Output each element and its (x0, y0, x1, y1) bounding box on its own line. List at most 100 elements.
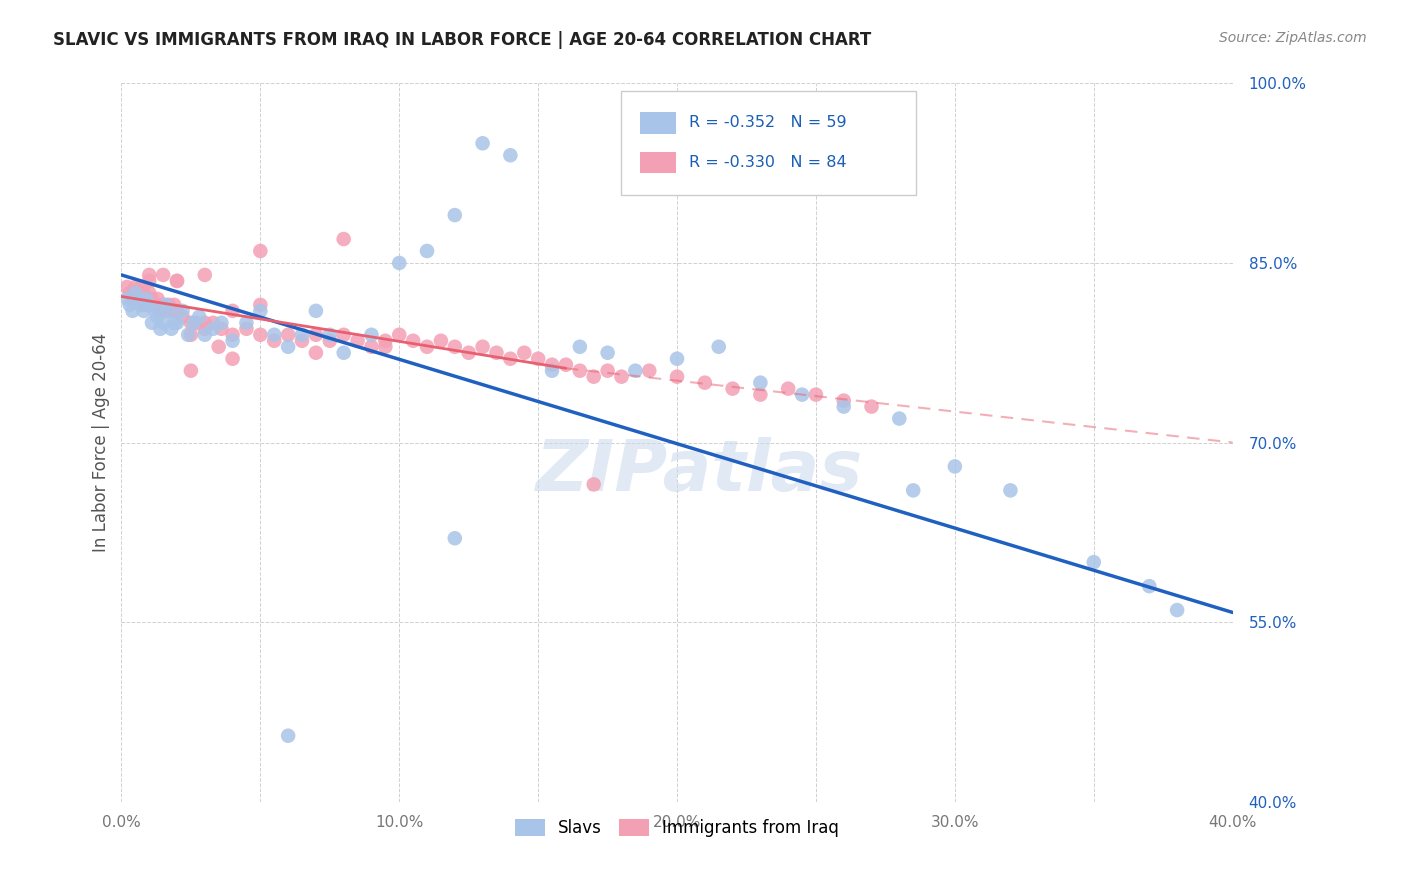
Text: R = -0.352   N = 59: R = -0.352 N = 59 (689, 115, 846, 130)
Point (430, 334, 453, 348)
Point (568, 364, 591, 378)
Point (707, 340, 730, 354)
Point (291, 334, 314, 348)
Point (249, 303, 271, 318)
Point (541, 358, 564, 372)
Point (1000, 483, 1022, 498)
Point (778, 382, 800, 396)
Point (132, 285, 155, 300)
Point (305, 303, 328, 318)
Point (221, 351, 243, 366)
Point (118, 298, 141, 312)
Point (596, 364, 619, 378)
Point (249, 298, 271, 312)
Point (693, 376, 716, 390)
Point (163, 316, 186, 330)
Point (249, 327, 271, 342)
Point (124, 285, 146, 300)
Point (416, 244, 439, 258)
Point (346, 334, 368, 348)
Point (221, 303, 243, 318)
Point (160, 322, 183, 336)
Point (624, 364, 647, 378)
Point (180, 327, 202, 342)
Point (513, 345, 536, 359)
Text: Source: ZipAtlas.com: Source: ZipAtlas.com (1219, 31, 1367, 45)
Point (499, 351, 522, 366)
Point (263, 334, 285, 348)
Point (235, 316, 257, 330)
Point (568, 340, 591, 354)
Point (155, 298, 177, 312)
Point (211, 322, 233, 336)
Point (277, 327, 299, 342)
Point (221, 327, 243, 342)
Point (263, 327, 285, 342)
Point (143, 298, 166, 312)
Point (183, 316, 205, 330)
Point (118, 285, 141, 300)
Point (388, 327, 411, 342)
Point (160, 303, 183, 318)
Point (115, 280, 138, 294)
Point (277, 729, 299, 743)
Point (211, 316, 233, 330)
Point (121, 303, 143, 318)
Point (186, 316, 208, 330)
Point (485, 345, 508, 359)
Point (152, 268, 174, 282)
Point (132, 303, 155, 318)
Point (332, 345, 354, 359)
Point (149, 322, 172, 336)
Point (416, 340, 439, 354)
FancyBboxPatch shape (640, 112, 676, 134)
Point (135, 292, 157, 306)
Point (582, 369, 605, 384)
Point (1083, 555, 1105, 569)
Point (666, 369, 689, 384)
Point (596, 345, 619, 359)
Point (202, 316, 225, 330)
FancyBboxPatch shape (621, 91, 915, 194)
Point (155, 303, 177, 318)
FancyBboxPatch shape (640, 152, 676, 173)
Point (177, 327, 200, 342)
Point (135, 292, 157, 306)
Point (124, 280, 146, 294)
Point (208, 340, 231, 354)
Point (889, 411, 911, 425)
Point (305, 327, 328, 342)
Point (115, 292, 138, 306)
Point (235, 322, 257, 336)
Text: R = -0.330   N = 84: R = -0.330 N = 84 (689, 155, 846, 170)
Point (291, 327, 314, 342)
Point (166, 303, 188, 318)
Point (129, 292, 152, 306)
Point (124, 285, 146, 300)
Point (143, 303, 166, 318)
Point (541, 364, 564, 378)
Point (721, 382, 744, 396)
Point (471, 136, 494, 151)
Point (127, 292, 149, 306)
Point (172, 303, 194, 318)
Point (166, 316, 188, 330)
Point (138, 298, 160, 312)
Point (249, 244, 271, 258)
Point (402, 334, 425, 348)
Point (374, 334, 396, 348)
Point (443, 531, 465, 545)
Text: ZIPatlas: ZIPatlas (536, 437, 863, 506)
Point (443, 340, 465, 354)
Point (152, 316, 174, 330)
Point (127, 292, 149, 306)
Point (188, 310, 211, 324)
Point (166, 274, 188, 288)
Point (141, 316, 163, 330)
Point (194, 268, 217, 282)
Point (443, 208, 465, 222)
Point (194, 322, 217, 336)
Point (138, 268, 160, 282)
Point (749, 387, 772, 401)
Point (832, 400, 855, 414)
